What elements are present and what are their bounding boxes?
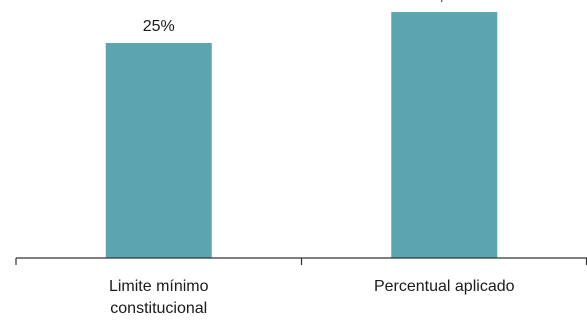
data-labels-group: 25% 28,6% <box>143 0 467 35</box>
bars-group <box>105 12 498 259</box>
data-label-1: 25% <box>143 18 175 35</box>
x-tick-labels-group: Limite mínimo constitucional Percentual ap… <box>109 278 515 317</box>
data-label-2: 28,6% <box>422 0 467 4</box>
x-axis <box>15 257 587 265</box>
x-tick-label-2: Percentual aplicado <box>374 278 515 295</box>
bar-1 <box>105 43 212 258</box>
bar-2 <box>391 12 498 259</box>
x-tick-label-1: Limite mínimo constitucional <box>109 278 209 317</box>
